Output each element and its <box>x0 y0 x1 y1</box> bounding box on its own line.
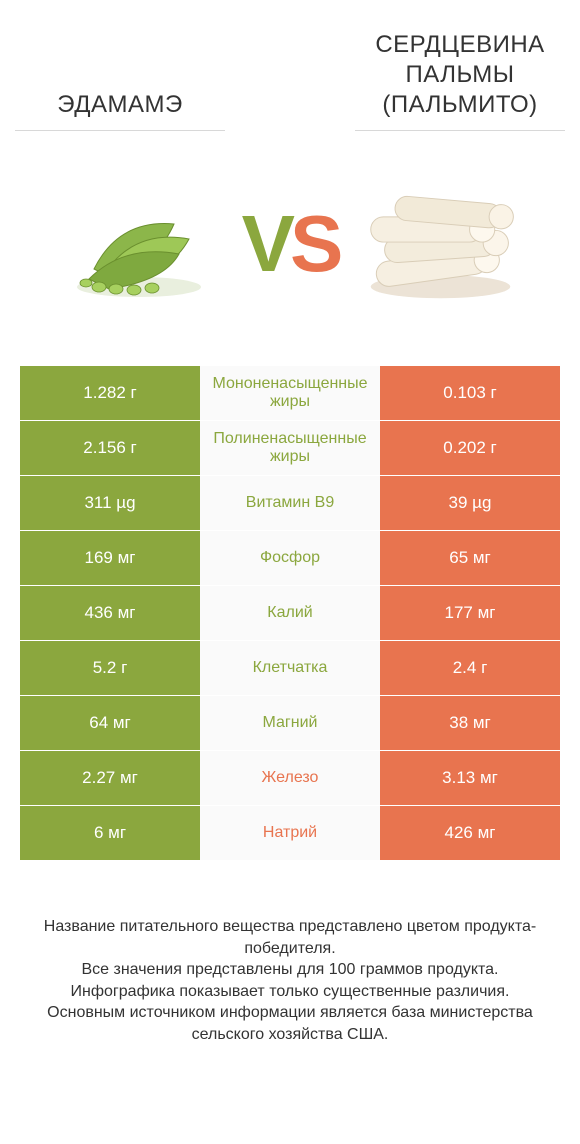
table-row: 169 мгФосфор65 мг <box>20 531 560 586</box>
value-left: 311 µg <box>20 476 200 530</box>
value-right: 0.103 г <box>380 366 560 420</box>
food-title-left: ЭДАМАМЭ <box>0 90 240 120</box>
value-left: 64 мг <box>20 696 200 750</box>
table-row: 2.156 гПолиненасыщенные жиры0.202 г <box>20 421 560 476</box>
nutrient-label: Витамин B9 <box>200 476 380 530</box>
vs-v: V <box>242 199 290 288</box>
footnote: Название питательного вещества представл… <box>20 916 560 1046</box>
nutrient-label: Калий <box>200 586 380 640</box>
vs-label: VS <box>242 198 339 290</box>
table-row: 311 µgВитамин B939 µg <box>20 476 560 531</box>
header: ЭДАМАМЭ СЕРДЦЕВИНА ПАЛЬМЫ (ПАЛЬМИТО) <box>0 0 580 131</box>
header-left: ЭДАМАМЭ <box>0 30 290 131</box>
table-row: 64 мгМагний38 мг <box>20 696 560 751</box>
value-right: 2.4 г <box>380 641 560 695</box>
value-left: 2.27 мг <box>20 751 200 805</box>
table-row: 1.282 гМононенасыщенные жиры0.103 г <box>20 366 560 421</box>
nutrient-label: Клетчатка <box>200 641 380 695</box>
nutrient-label: Полиненасыщенные жиры <box>200 421 380 475</box>
value-left: 5.2 г <box>20 641 200 695</box>
value-left: 169 мг <box>20 531 200 585</box>
value-left: 436 мг <box>20 586 200 640</box>
nutrient-label: Магний <box>200 696 380 750</box>
vs-s: S <box>290 199 338 288</box>
table-row: 436 мгКалий177 мг <box>20 586 560 641</box>
value-right: 0.202 г <box>380 421 560 475</box>
table-row: 6 мгНатрий426 мг <box>20 806 560 861</box>
hero-row: VS <box>0 131 580 366</box>
divider-right <box>355 130 565 131</box>
palm-hearts-icon <box>363 184 518 304</box>
value-right: 177 мг <box>380 586 560 640</box>
food-title-right: СЕРДЦЕВИНА ПАЛЬМЫ (ПАЛЬМИТО) <box>340 30 580 120</box>
value-right: 65 мг <box>380 531 560 585</box>
nutrient-label: Мононенасыщенные жиры <box>200 366 380 420</box>
value-left: 6 мг <box>20 806 200 860</box>
table-row: 5.2 гКлетчатка2.4 г <box>20 641 560 696</box>
food-image-right <box>363 166 518 321</box>
value-right: 39 µg <box>380 476 560 530</box>
nutrient-label: Фосфор <box>200 531 380 585</box>
divider-left <box>15 130 225 131</box>
value-right: 38 мг <box>380 696 560 750</box>
food-image-left <box>62 166 217 321</box>
value-right: 3.13 мг <box>380 751 560 805</box>
value-left: 1.282 г <box>20 366 200 420</box>
header-right: СЕРДЦЕВИНА ПАЛЬМЫ (ПАЛЬМИТО) <box>290 30 580 131</box>
value-left: 2.156 г <box>20 421 200 475</box>
nutrient-table: 1.282 гМононенасыщенные жиры0.103 г2.156… <box>20 366 560 861</box>
edamame-icon <box>64 189 214 299</box>
nutrient-label: Железо <box>200 751 380 805</box>
table-row: 2.27 мгЖелезо3.13 мг <box>20 751 560 806</box>
nutrient-label: Натрий <box>200 806 380 860</box>
value-right: 426 мг <box>380 806 560 860</box>
